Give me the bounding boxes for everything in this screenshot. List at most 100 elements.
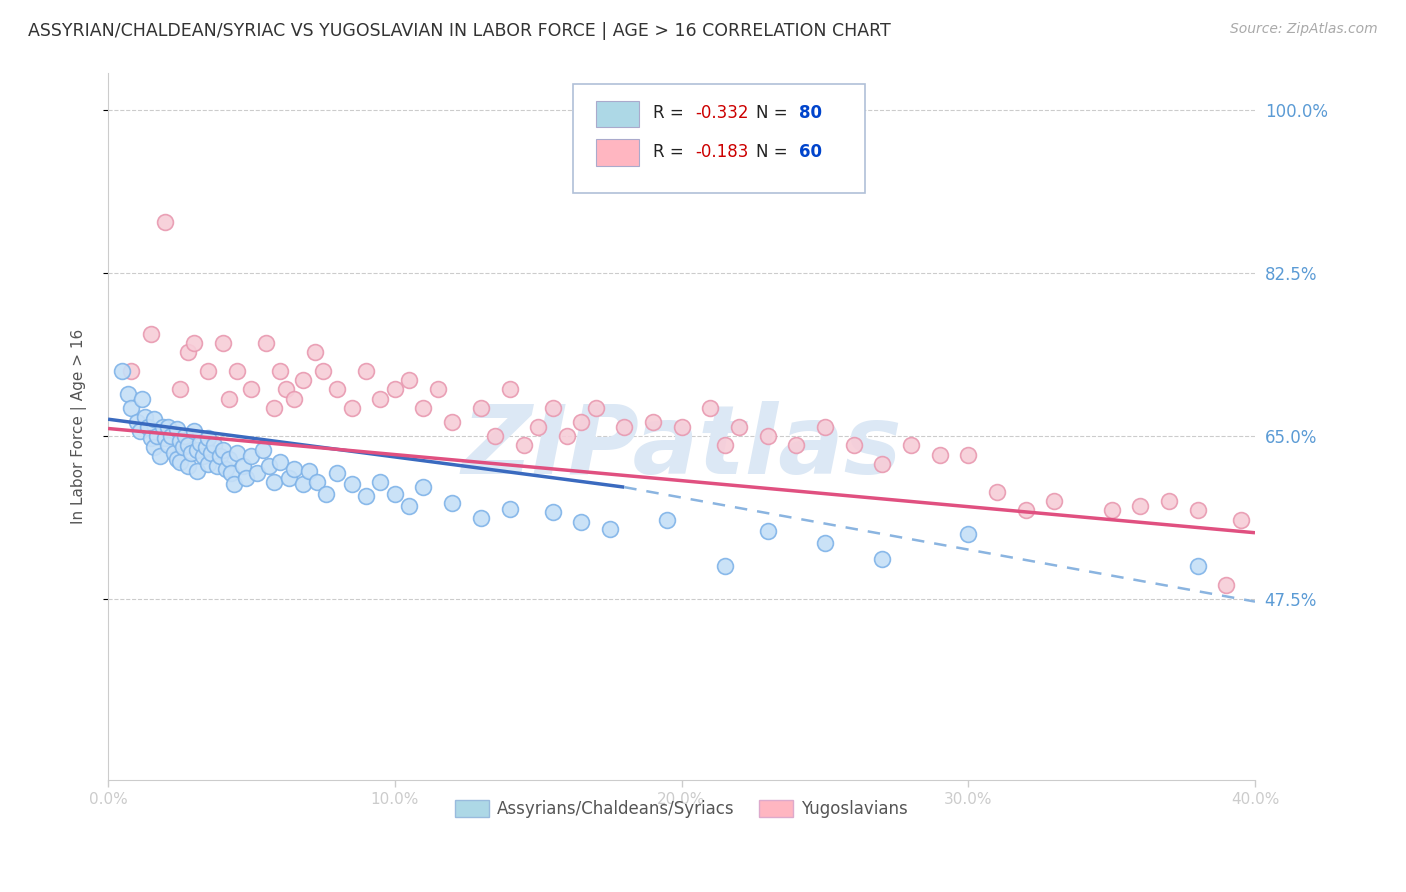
Point <box>426 383 449 397</box>
Point <box>142 412 165 426</box>
Point <box>166 452 188 467</box>
Point <box>599 522 621 536</box>
Point <box>842 438 865 452</box>
Point <box>957 526 980 541</box>
Point <box>340 401 363 415</box>
Text: ASSYRIAN/CHALDEAN/SYRIAC VS YUGOSLAVIAN IN LABOR FORCE | AGE > 16 CORRELATION CH: ASSYRIAN/CHALDEAN/SYRIAC VS YUGOSLAVIAN … <box>28 22 891 40</box>
Point <box>226 364 249 378</box>
Point <box>208 450 231 464</box>
Point <box>728 419 751 434</box>
Point <box>713 438 735 452</box>
Point <box>183 425 205 439</box>
Point <box>307 475 329 490</box>
Point <box>117 387 139 401</box>
Point <box>194 440 217 454</box>
Point <box>814 419 837 434</box>
Point <box>870 457 893 471</box>
Point <box>254 335 277 350</box>
Point <box>221 466 243 480</box>
Point <box>169 434 191 448</box>
Point <box>160 429 183 443</box>
Point <box>398 499 420 513</box>
Point <box>177 345 200 359</box>
Point <box>1187 559 1209 574</box>
Point <box>412 480 434 494</box>
Point <box>441 415 464 429</box>
Point <box>188 436 211 450</box>
Point <box>928 448 950 462</box>
Point <box>613 419 636 434</box>
Point <box>484 429 506 443</box>
Point <box>218 452 240 467</box>
Point <box>555 429 578 443</box>
Point <box>756 429 779 443</box>
Point <box>183 335 205 350</box>
Point <box>384 383 406 397</box>
Point <box>569 515 592 529</box>
Point <box>180 446 202 460</box>
Point <box>186 464 208 478</box>
Point <box>671 419 693 434</box>
Point <box>1157 494 1180 508</box>
Point <box>205 458 228 473</box>
Point <box>641 415 664 429</box>
Point <box>120 364 142 378</box>
FancyBboxPatch shape <box>572 84 865 194</box>
Text: Source: ZipAtlas.com: Source: ZipAtlas.com <box>1230 22 1378 37</box>
Point <box>211 335 233 350</box>
Point <box>814 536 837 550</box>
Point <box>900 438 922 452</box>
Point <box>224 477 246 491</box>
Text: 80: 80 <box>799 104 821 122</box>
Text: -0.183: -0.183 <box>696 144 748 161</box>
Point <box>304 345 326 359</box>
Y-axis label: In Labor Force | Age > 16: In Labor Force | Age > 16 <box>72 329 87 524</box>
Point <box>785 438 807 452</box>
Point <box>252 442 274 457</box>
Point <box>1101 503 1123 517</box>
Point <box>957 448 980 462</box>
Point <box>134 410 156 425</box>
Point <box>370 392 392 406</box>
Point <box>569 415 592 429</box>
Point <box>128 425 150 439</box>
Point <box>384 486 406 500</box>
Point <box>218 392 240 406</box>
Point <box>226 446 249 460</box>
Point <box>870 551 893 566</box>
Point <box>498 501 520 516</box>
Point <box>513 438 536 452</box>
Point <box>657 513 679 527</box>
Point <box>214 461 236 475</box>
Point <box>1014 503 1036 517</box>
Point <box>157 438 180 452</box>
Point <box>200 446 222 460</box>
Point <box>166 421 188 435</box>
Point <box>197 364 219 378</box>
Text: 60: 60 <box>799 144 821 161</box>
Point <box>125 415 148 429</box>
Text: N =: N = <box>756 104 793 122</box>
Point <box>139 431 162 445</box>
Point <box>240 450 263 464</box>
Point <box>211 442 233 457</box>
Point <box>269 455 291 469</box>
FancyBboxPatch shape <box>596 139 640 166</box>
Point <box>1043 494 1066 508</box>
Point <box>541 401 564 415</box>
Point <box>315 486 337 500</box>
Point <box>713 559 735 574</box>
Point <box>699 401 721 415</box>
Point <box>269 364 291 378</box>
Point <box>246 466 269 480</box>
Point <box>111 364 134 378</box>
Point <box>412 401 434 415</box>
Point <box>120 401 142 415</box>
Point <box>174 429 197 443</box>
Point <box>177 458 200 473</box>
Point <box>274 383 297 397</box>
Point <box>136 419 159 434</box>
Point <box>541 505 564 519</box>
Text: N =: N = <box>756 144 793 161</box>
Point <box>257 458 280 473</box>
